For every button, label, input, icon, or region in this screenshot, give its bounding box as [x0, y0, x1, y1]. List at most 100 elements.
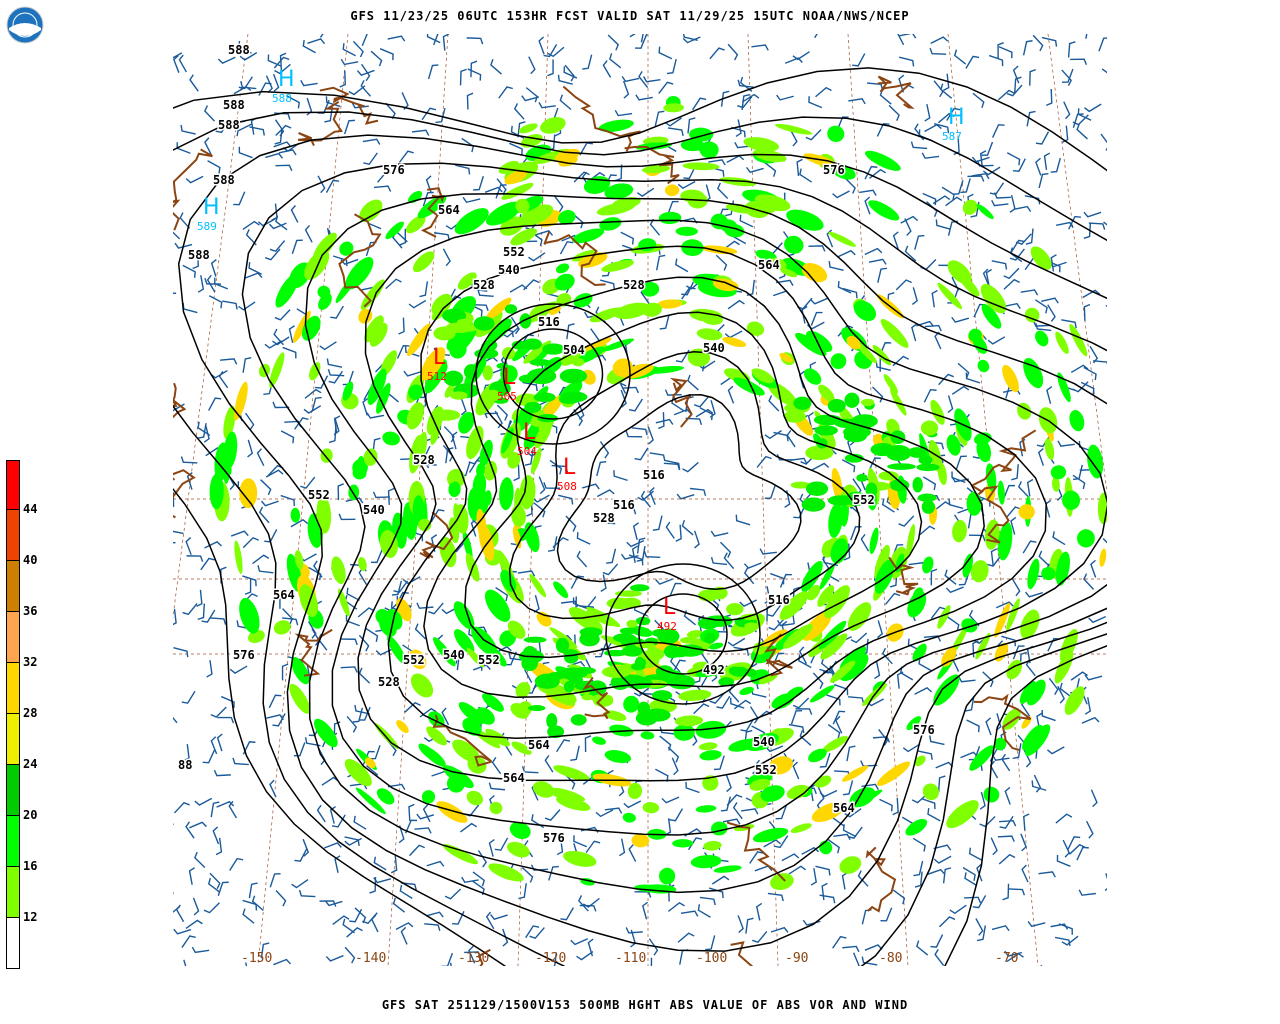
vorticity-area — [385, 221, 404, 240]
vorticity-area — [701, 245, 738, 255]
low-pressure-value: 505 — [497, 390, 517, 403]
wind-barb — [186, 471, 193, 490]
vorticity-area — [698, 742, 718, 751]
wind-barb — [655, 418, 674, 425]
height-contour — [508, 350, 861, 621]
wind-barb — [604, 807, 623, 814]
wind-barb — [735, 119, 742, 138]
wind-barb — [337, 483, 344, 501]
wind-barb — [1069, 843, 1086, 855]
vorticity-area — [396, 720, 409, 734]
vorticity-area — [801, 497, 826, 512]
wind-barb — [272, 401, 290, 409]
wind-barb — [1057, 440, 1075, 447]
wind-barb — [210, 258, 217, 277]
wind-barb — [472, 664, 491, 671]
vorticity-area — [452, 739, 480, 763]
wind-barb — [985, 268, 992, 287]
vorticity-area — [466, 648, 485, 668]
wind-barb — [620, 231, 634, 245]
wind-barb — [631, 427, 648, 436]
wind-barb — [365, 627, 379, 642]
vorticity-area — [672, 839, 694, 848]
wind-barb — [741, 93, 760, 103]
vorticity-area — [473, 316, 495, 331]
wind-barb — [272, 713, 286, 727]
wind-barb — [173, 530, 184, 535]
wind-barb — [1010, 516, 1017, 535]
vorticity-area — [768, 257, 787, 270]
wind-barb — [411, 129, 430, 136]
wind-barb — [525, 925, 540, 939]
wind-barb — [878, 729, 889, 746]
vorticity-area — [830, 660, 856, 683]
wind-barb — [547, 59, 554, 77]
contour-label: 588 — [188, 248, 210, 262]
wind-barb — [682, 36, 701, 44]
wind-barb — [1050, 923, 1069, 930]
vorticity-area — [657, 299, 683, 309]
wind-barb — [600, 574, 607, 592]
wind-barb — [619, 506, 637, 515]
wind-barb — [182, 602, 198, 616]
legend-label: 44 — [23, 502, 38, 516]
wind-barb — [709, 47, 725, 60]
wind-barb — [576, 950, 594, 961]
wind-barb — [477, 289, 494, 297]
wind-barb — [693, 530, 700, 549]
vorticity-area — [1064, 686, 1085, 715]
wind-barb — [274, 309, 291, 321]
wind-barb — [846, 745, 856, 762]
wind-barb — [422, 804, 431, 823]
vorticity-area — [454, 208, 489, 235]
wind-barb — [864, 247, 883, 256]
wind-barb — [975, 918, 984, 936]
contour-label: 588 — [223, 98, 245, 112]
longitude-label: -100 — [696, 951, 727, 966]
coastline — [297, 100, 343, 147]
vorticity-area — [696, 328, 723, 341]
wind-barb — [1056, 854, 1071, 867]
wind-barb — [916, 940, 929, 956]
vorticity-area — [786, 784, 809, 800]
vorticity-area — [914, 755, 926, 767]
vorticity-area — [320, 448, 333, 463]
vorticity-area — [511, 741, 532, 755]
vorticity-area — [1069, 410, 1085, 432]
wind-barb — [202, 749, 216, 764]
wind-barb — [1045, 88, 1053, 107]
wind-barb — [197, 603, 206, 621]
high-pressure-symbol: H — [203, 195, 220, 220]
legend-bin: 12 — [6, 910, 37, 969]
wind-barb — [356, 69, 375, 76]
wind-barb — [491, 757, 502, 775]
wind-barb — [238, 40, 252, 54]
wind-barb — [727, 43, 739, 61]
wind-barb — [260, 479, 272, 496]
vorticity-area — [358, 556, 367, 572]
wind-barb — [264, 248, 281, 261]
wind-barb — [850, 632, 868, 644]
wind-barb — [807, 411, 814, 430]
wind-barb — [924, 324, 942, 332]
wind-barb — [899, 666, 914, 681]
wind-barb — [864, 196, 871, 215]
vorticity-area — [418, 518, 432, 532]
wind-barb — [581, 483, 600, 490]
wind-barb — [208, 295, 223, 309]
legend-bin: 28 — [6, 706, 37, 765]
wind-barb — [917, 750, 933, 760]
contour-label: 516 — [613, 498, 635, 512]
wind-barb — [689, 487, 707, 496]
wind-barb — [508, 652, 525, 661]
wind-barb — [810, 311, 823, 326]
wind-barb — [319, 341, 337, 351]
contour-label: 540 — [443, 648, 465, 662]
vorticity-area — [663, 644, 681, 659]
wind-barb — [635, 94, 653, 101]
wind-barb — [979, 816, 996, 828]
wind-barb — [434, 232, 451, 241]
vorticity-area — [783, 410, 806, 423]
wind-barb — [414, 827, 432, 834]
